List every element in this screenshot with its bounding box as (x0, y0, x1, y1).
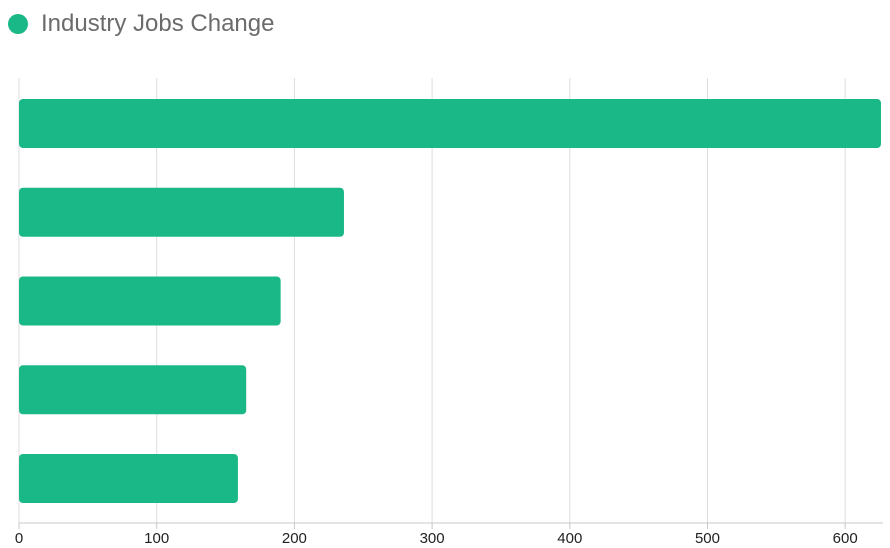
bar[interactable] (19, 99, 881, 148)
bars (19, 99, 881, 503)
x-tick-label: 0 (15, 530, 23, 547)
bar[interactable] (19, 276, 281, 326)
bar[interactable] (19, 454, 238, 503)
legend-swatch (8, 14, 28, 34)
legend: Industry Jobs Change (8, 8, 274, 40)
x-tick-label: 400 (557, 530, 582, 547)
x-tick-label: 300 (420, 530, 445, 547)
legend-label: Industry Jobs Change (41, 10, 275, 37)
x-tick-label: 500 (695, 530, 720, 547)
bar[interactable] (19, 365, 247, 415)
bar[interactable] (19, 187, 344, 237)
x-tick-label: 600 (833, 530, 858, 547)
x-tick-label: 100 (144, 530, 169, 547)
x-axis: 0 100 200 300 400 500 600 (15, 522, 883, 547)
x-tick-label: 200 (282, 530, 307, 547)
